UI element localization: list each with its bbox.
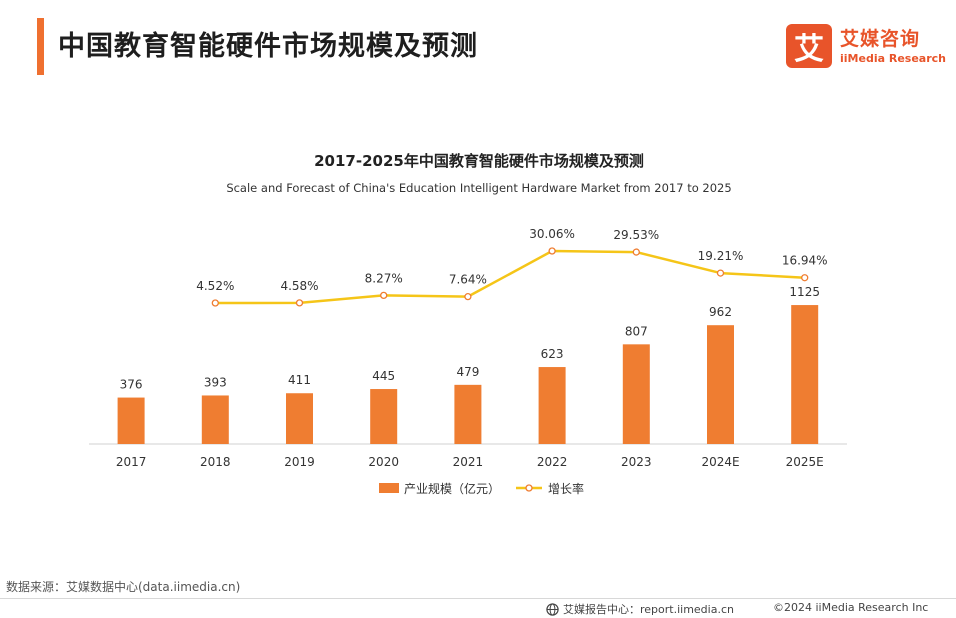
x-tick-label: 2024E bbox=[701, 455, 739, 469]
x-tick-label: 2017 bbox=[116, 455, 147, 469]
growth-value-label: 7.64% bbox=[449, 273, 487, 287]
bar-value-label: 962 bbox=[709, 305, 732, 319]
growth-point bbox=[464, 292, 472, 301]
bar-2021 bbox=[454, 384, 482, 444]
bar-value-label: 376 bbox=[120, 378, 143, 392]
logo-english-name: iiMedia Research bbox=[840, 52, 946, 65]
bar-value-label: 411 bbox=[288, 373, 311, 387]
legend-bar-swatch bbox=[379, 483, 399, 493]
x-tick-label: 2020 bbox=[368, 455, 399, 469]
x-tick-label: 2023 bbox=[621, 455, 652, 469]
bar-2020 bbox=[370, 389, 398, 444]
x-tick-label: 2022 bbox=[537, 455, 568, 469]
growth-value-label: 8.27% bbox=[365, 271, 403, 285]
chart-subtitle: Scale and Forecast of China's Education … bbox=[226, 181, 731, 195]
page-title: 中国教育智能硬件市场规模及预测 bbox=[58, 31, 478, 62]
brand-logo[interactable]: 艾 艾媒咨询 iiMedia Research bbox=[786, 22, 946, 70]
footer-divider bbox=[0, 598, 956, 599]
x-tick-label: 2018 bbox=[200, 455, 231, 469]
growth-point bbox=[211, 299, 219, 307]
growth-value-label: 19.21% bbox=[698, 249, 744, 263]
logo-name: 艾媒咨询 bbox=[840, 28, 921, 50]
growth-line bbox=[215, 249, 805, 305]
x-tick-label: 2021 bbox=[453, 455, 484, 469]
title-accent-bar bbox=[37, 18, 44, 75]
data-source: 数据来源：艾媒数据中心(data.iimedia.cn) bbox=[6, 580, 241, 594]
footer-copyright: ©2024 iiMedia Research Inc bbox=[773, 601, 929, 614]
bar-value-label: 445 bbox=[372, 369, 395, 383]
bar-2022 bbox=[538, 367, 566, 444]
bar-2017 bbox=[117, 397, 145, 444]
x-tick-label: 2019 bbox=[284, 455, 315, 469]
growth-point bbox=[548, 247, 556, 255]
globe-icon bbox=[546, 602, 559, 616]
x-tick-label: 2025E bbox=[786, 455, 824, 469]
growth-value-label: 29.53% bbox=[613, 228, 659, 242]
legend-line-marker bbox=[525, 484, 533, 492]
growth-point bbox=[801, 274, 809, 282]
growth-point bbox=[295, 299, 304, 307]
legend-bar-label: 产业规模（亿元） bbox=[404, 481, 500, 496]
growth-point bbox=[380, 291, 388, 300]
bar-value-label: 1125 bbox=[789, 285, 820, 299]
bar-value-label: 623 bbox=[541, 347, 564, 361]
footer-report[interactable]: 艾媒报告中心：report.iimedia.cn bbox=[546, 601, 734, 617]
growth-value-label: 4.52% bbox=[196, 279, 234, 293]
bar-2023 bbox=[622, 344, 650, 444]
footer-report-text: 艾媒报告中心：report.iimedia.cn bbox=[563, 603, 734, 616]
logo-mark: 艾 bbox=[786, 24, 832, 68]
growth-point bbox=[716, 269, 725, 277]
growth-value-label: 30.06% bbox=[529, 227, 575, 241]
growth-value-label: 16.94% bbox=[782, 254, 828, 268]
bar-value-label: 807 bbox=[625, 324, 648, 338]
bar-value-label: 479 bbox=[456, 365, 479, 379]
bar-2019 bbox=[286, 393, 313, 444]
bar-2025E bbox=[791, 305, 819, 444]
legend-line-label: 增长率 bbox=[548, 481, 584, 496]
bar-2018 bbox=[201, 395, 229, 444]
growth-value-label: 4.58% bbox=[280, 279, 318, 293]
bar-value-label: 393 bbox=[204, 375, 227, 389]
chart-title: 2017-2025年中国教育智能硬件市场规模及预测 bbox=[314, 152, 644, 170]
growth-point bbox=[632, 248, 640, 256]
bar-2024E bbox=[707, 325, 734, 444]
